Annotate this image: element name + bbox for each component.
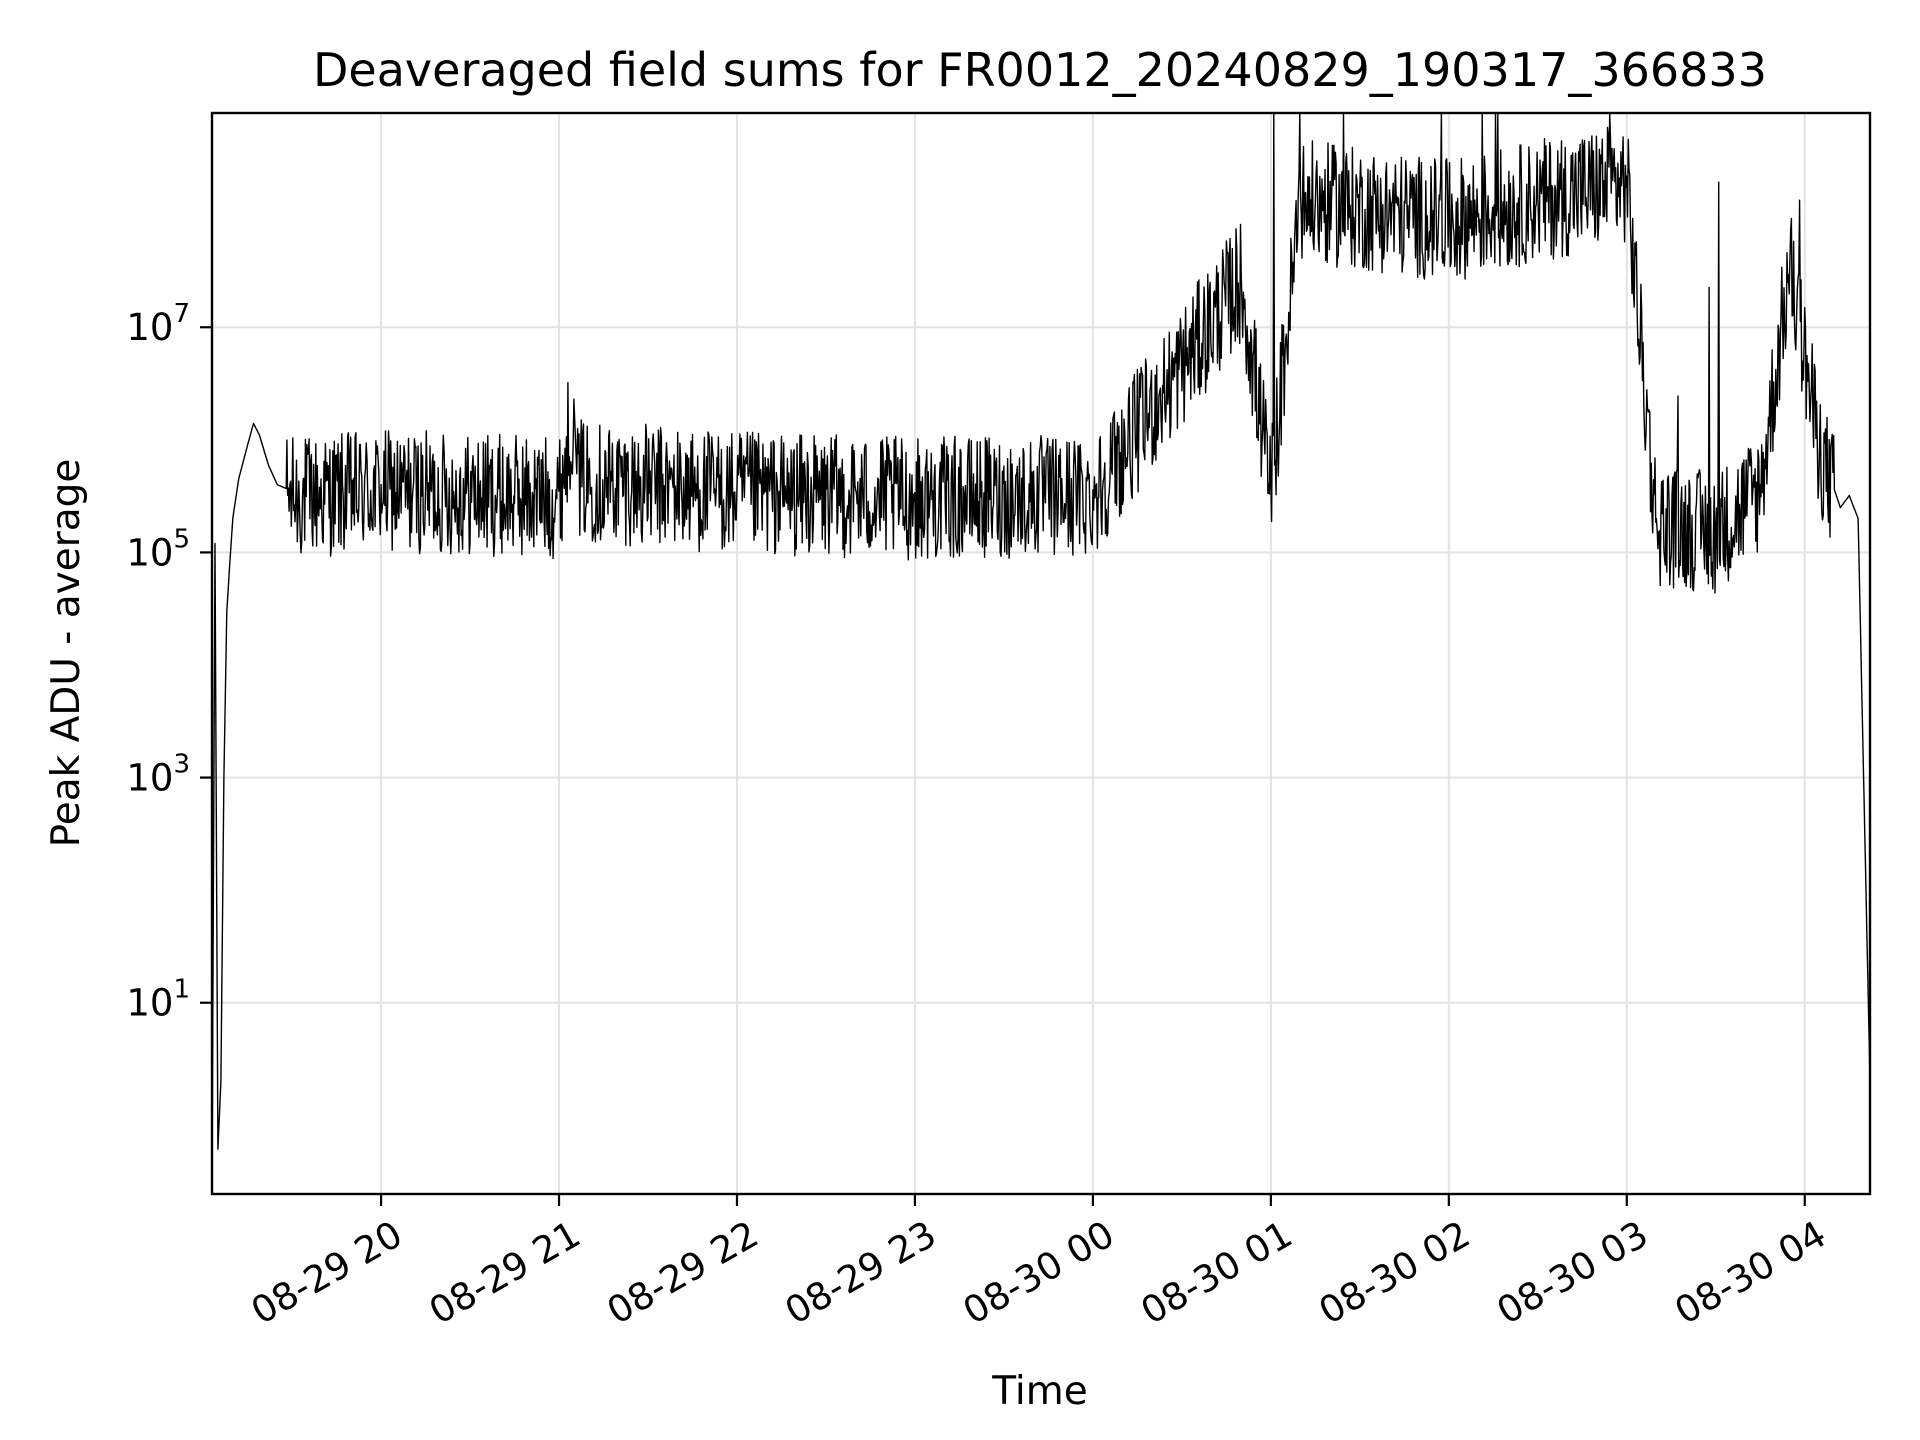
x-axis-label: Time xyxy=(991,1369,1087,1414)
y-tick-label: 101 xyxy=(126,975,190,1025)
y-tick-label: 105 xyxy=(126,524,190,574)
y-tick-label: 107 xyxy=(126,299,190,349)
chart-title: Deaveraged field sums for FR0012_2024082… xyxy=(313,43,1767,97)
y-axis-label: Peak ADU - average xyxy=(44,459,89,848)
y-tick-label: 103 xyxy=(126,750,190,800)
series-line xyxy=(211,112,1871,1195)
y-axis: 101 103 105 107 xyxy=(126,299,212,1025)
grid xyxy=(212,113,1870,1194)
plot-frame xyxy=(210,111,1872,1196)
series-layer xyxy=(211,112,1871,1195)
